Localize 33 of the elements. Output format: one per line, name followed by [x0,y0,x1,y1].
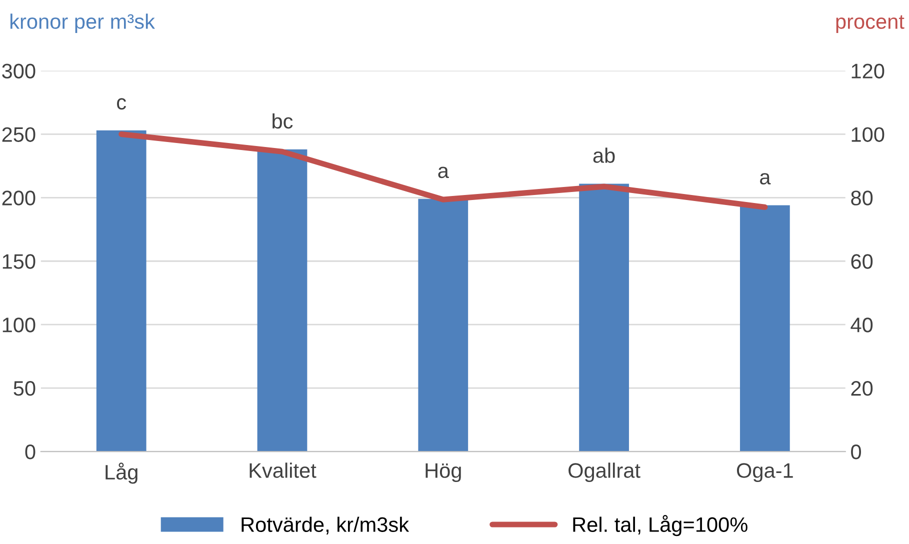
bar [579,184,629,452]
y-tick-label: 300 [2,64,36,78]
y2-tick-label: 80 [851,190,873,206]
y2-tick-label: 120 [852,64,884,78]
y2-tick-label: 20 [851,381,873,396]
x-tick-label: Hög [426,463,461,482]
annotation: bc [272,113,293,129]
y2-tick-label: 0 [851,444,862,460]
y2-axis-title: procent [836,15,904,34]
y-tick-label: 150 [2,254,36,269]
y2-tick-label: 60 [851,254,873,269]
y-tick-label: 0 [25,444,36,460]
y-tick-label: 50 [14,381,36,396]
bar [96,130,146,452]
annotation: a [438,166,449,178]
legend-label: Rotvärde, kr/m3sk [242,516,410,534]
x-tick-label: Ogallrat [568,462,640,482]
y2-tick-label: 100 [852,127,884,142]
y-tick-label: 250 [2,127,36,142]
x-tick-label: Oga-1 [736,463,793,482]
y-tick-label: 200 [2,190,36,206]
y-axis-title: kronor per m³sk [10,14,155,34]
y2-tick-label: 40 [850,318,873,332]
bar [740,205,790,452]
legend-label: Rel. tal, Låg=100% [573,515,748,536]
bar [418,198,468,452]
x-tick-label: Kvalitet [250,462,316,478]
x-tick-label: Låg [106,462,138,484]
bar [257,149,308,452]
y-tick-label: 100 [2,318,36,332]
annotation: a [760,173,771,184]
annotation: ab [593,148,615,163]
annotation: c [117,98,126,110]
